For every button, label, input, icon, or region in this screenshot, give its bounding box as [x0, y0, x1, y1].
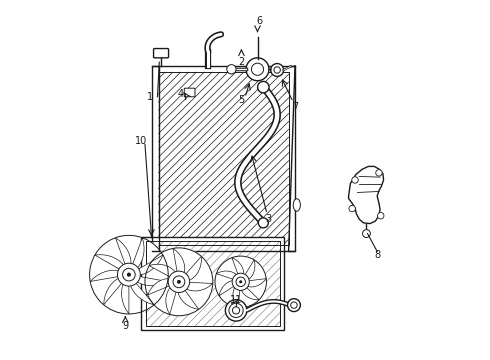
Bar: [142, 237, 284, 330]
Polygon shape: [233, 287, 240, 307]
Text: 2: 2: [238, 58, 245, 67]
Polygon shape: [242, 287, 259, 300]
Circle shape: [258, 81, 269, 93]
Circle shape: [291, 302, 297, 309]
Circle shape: [232, 273, 249, 291]
Text: 3: 3: [265, 214, 271, 224]
Text: 5: 5: [238, 95, 245, 105]
Ellipse shape: [293, 199, 300, 211]
Polygon shape: [173, 248, 185, 273]
Polygon shape: [147, 279, 170, 295]
Polygon shape: [348, 166, 384, 224]
Circle shape: [349, 205, 355, 212]
Polygon shape: [186, 282, 213, 291]
FancyBboxPatch shape: [153, 49, 169, 58]
Polygon shape: [247, 279, 266, 287]
Polygon shape: [104, 278, 122, 305]
Text: 6: 6: [256, 16, 262, 26]
Circle shape: [239, 280, 242, 283]
Circle shape: [246, 58, 269, 81]
Polygon shape: [137, 276, 168, 285]
Text: 11: 11: [230, 295, 242, 305]
Circle shape: [118, 263, 140, 286]
Polygon shape: [166, 287, 176, 315]
Polygon shape: [185, 256, 201, 280]
Text: 9: 9: [122, 321, 128, 332]
Circle shape: [168, 271, 190, 293]
Circle shape: [122, 268, 135, 281]
Circle shape: [225, 300, 247, 321]
Circle shape: [270, 64, 284, 76]
Polygon shape: [132, 238, 144, 268]
Polygon shape: [138, 255, 163, 275]
Circle shape: [352, 177, 358, 183]
Circle shape: [377, 212, 384, 219]
Circle shape: [274, 67, 280, 73]
Bar: [146, 242, 280, 326]
Polygon shape: [90, 270, 119, 282]
Circle shape: [127, 273, 131, 277]
Polygon shape: [178, 290, 199, 309]
FancyBboxPatch shape: [184, 88, 195, 97]
Bar: [159, 72, 289, 245]
Polygon shape: [219, 281, 234, 296]
Polygon shape: [131, 283, 154, 305]
Text: 7: 7: [292, 102, 298, 112]
Circle shape: [144, 247, 214, 316]
Circle shape: [288, 299, 300, 311]
Polygon shape: [216, 271, 237, 279]
Bar: [152, 66, 295, 251]
Text: 10: 10: [135, 136, 147, 146]
Bar: [142, 237, 284, 330]
Circle shape: [258, 218, 269, 228]
Text: 8: 8: [374, 250, 380, 260]
Polygon shape: [232, 258, 244, 275]
Text: 4: 4: [178, 89, 184, 99]
Polygon shape: [149, 264, 175, 277]
Circle shape: [232, 307, 240, 314]
Circle shape: [251, 63, 264, 75]
Circle shape: [376, 170, 382, 176]
Polygon shape: [95, 255, 124, 270]
Polygon shape: [245, 260, 255, 279]
Polygon shape: [122, 284, 129, 314]
Circle shape: [363, 230, 370, 238]
Circle shape: [173, 276, 185, 288]
Text: 1: 1: [147, 92, 153, 102]
Polygon shape: [116, 238, 131, 265]
Circle shape: [177, 280, 181, 284]
Bar: [152, 66, 295, 251]
Circle shape: [227, 64, 236, 74]
Circle shape: [229, 303, 243, 318]
Circle shape: [215, 256, 267, 308]
Circle shape: [236, 277, 245, 287]
Circle shape: [89, 235, 169, 315]
